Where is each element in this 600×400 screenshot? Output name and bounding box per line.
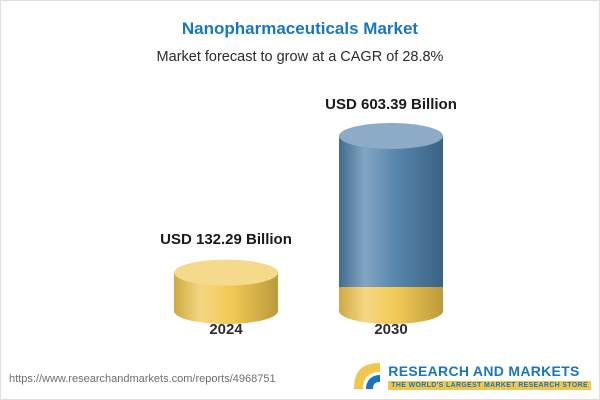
research-and-markets-logo[interactable]: RESEARCH AND MARKETS THE WORLD'S LARGEST… — [352, 361, 591, 391]
report-url[interactable]: https://www.researchandmarkets.com/repor… — [9, 373, 276, 385]
category-label-2030: 2030 — [374, 321, 408, 338]
logo-tagline: THE WORLD'S LARGEST MARKET RESEARCH STOR… — [388, 380, 591, 390]
research-and-markets-logo-icon — [354, 363, 381, 389]
footer: https://www.researchandmarkets.com/repor… — [1, 351, 599, 399]
value-label-2030: USD 603.39 Billion — [325, 96, 457, 113]
value-label-2024: USD 132.29 Billion — [160, 231, 292, 248]
chart-title: Nanopharmaceuticals Market — [181, 19, 419, 38]
logo-title: RESEARCH AND MARKETS — [388, 362, 580, 379]
category-label-2024: 2024 — [209, 321, 243, 338]
logo-text: RESEARCH AND MARKETS THE WORLD'S LARGEST… — [388, 363, 591, 390]
chart-subtitle: Market forecast to grow at a CAGR of 28.… — [156, 49, 444, 65]
